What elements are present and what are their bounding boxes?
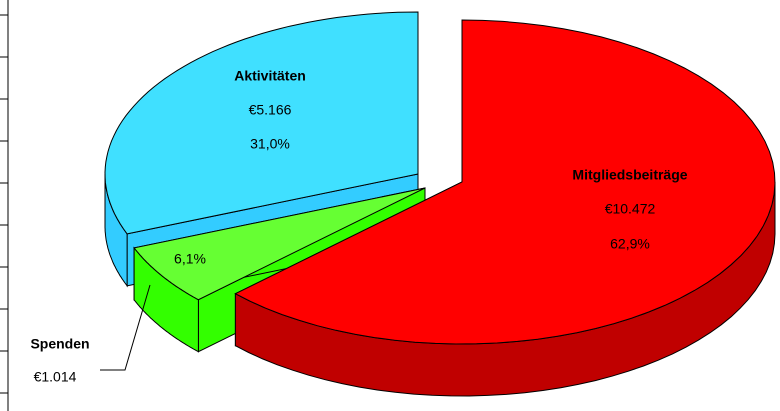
slice-percent-label: 6,1% bbox=[174, 251, 206, 267]
slice-percent-label: 62,9% bbox=[610, 236, 650, 252]
slice-value-label: €1.014 bbox=[34, 369, 77, 385]
left-axis-fragment bbox=[0, 0, 9, 411]
slice-name: Mitgliedsbeiträge bbox=[572, 167, 687, 183]
slice-name: Spenden bbox=[30, 336, 89, 352]
slice-value-label: €10.472 bbox=[605, 201, 656, 217]
slice bbox=[234, 19, 776, 345]
pie bbox=[104, 11, 776, 397]
slice bbox=[104, 11, 419, 235]
slice bbox=[133, 187, 426, 301]
slice-value-label: €5.166 bbox=[249, 102, 292, 118]
slice-percent-label: 31,0% bbox=[250, 136, 290, 152]
slice-name: Aktivitäten bbox=[234, 68, 306, 84]
leader-line bbox=[100, 284, 151, 371]
